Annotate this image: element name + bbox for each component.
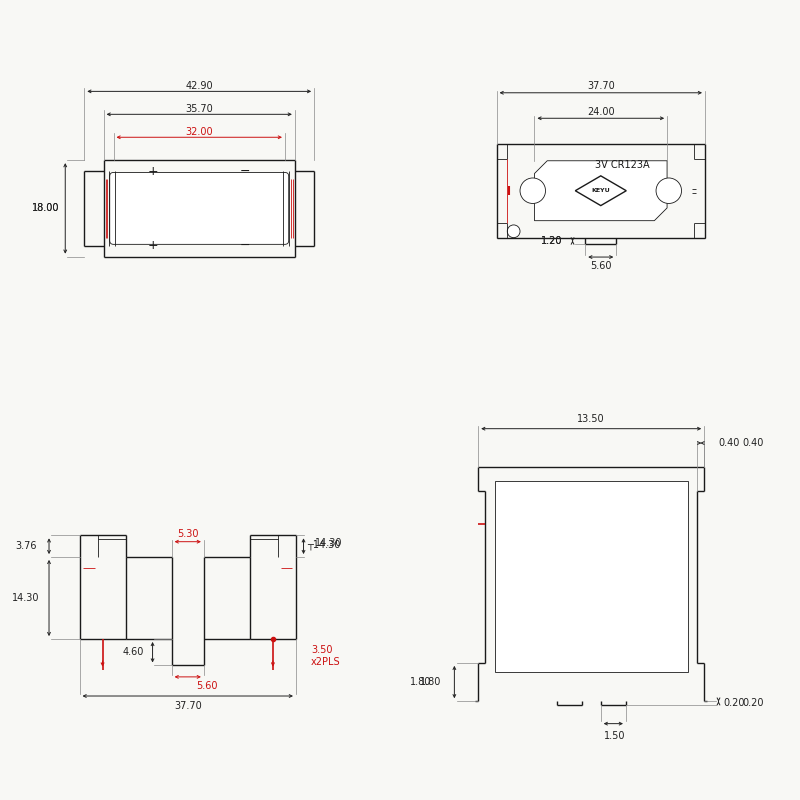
Text: 5.30: 5.30 — [177, 529, 198, 539]
Text: 3.50: 3.50 — [311, 646, 333, 655]
Text: x2PLS: x2PLS — [311, 657, 341, 667]
Text: 0.20: 0.20 — [723, 698, 745, 708]
Text: 3V CR123A: 3V CR123A — [594, 160, 650, 170]
Text: 1.80: 1.80 — [420, 677, 441, 687]
Text: 1.20: 1.20 — [541, 236, 562, 246]
Text: 3.76: 3.76 — [15, 542, 37, 551]
Text: 1.80: 1.80 — [410, 677, 432, 687]
Text: 42.90: 42.90 — [186, 81, 213, 90]
Text: 0.40: 0.40 — [718, 438, 740, 448]
Text: 1.20: 1.20 — [541, 236, 562, 246]
Text: 18.00: 18.00 — [32, 203, 60, 214]
Text: ┬14.30: ┬14.30 — [307, 539, 341, 550]
Text: 1.50: 1.50 — [604, 730, 626, 741]
Text: 24.00: 24.00 — [587, 107, 614, 117]
FancyBboxPatch shape — [494, 482, 688, 673]
Text: 18.00: 18.00 — [32, 203, 60, 214]
Text: 0.20: 0.20 — [742, 698, 764, 708]
Text: 13.50: 13.50 — [578, 414, 605, 424]
Circle shape — [520, 178, 546, 203]
Polygon shape — [534, 161, 667, 221]
Text: 37.70: 37.70 — [587, 82, 614, 91]
Text: 35.70: 35.70 — [186, 103, 213, 114]
Text: 14.30: 14.30 — [12, 593, 40, 603]
Circle shape — [125, 199, 144, 218]
Text: 0.40: 0.40 — [742, 438, 764, 448]
Circle shape — [656, 178, 682, 203]
Circle shape — [247, 191, 282, 226]
Circle shape — [117, 191, 151, 226]
Text: KEYU: KEYU — [591, 188, 610, 194]
Text: 4.60: 4.60 — [122, 647, 144, 658]
Text: −: − — [240, 238, 250, 252]
Text: 37.70: 37.70 — [174, 701, 202, 710]
Text: −: − — [240, 165, 250, 178]
Text: +: + — [148, 165, 158, 178]
Circle shape — [254, 199, 274, 218]
Text: 5.60: 5.60 — [196, 682, 218, 691]
Circle shape — [507, 225, 520, 238]
FancyBboxPatch shape — [110, 173, 289, 244]
Polygon shape — [575, 176, 626, 206]
Text: 14.30: 14.30 — [315, 538, 342, 548]
Text: 32.00: 32.00 — [186, 126, 213, 137]
Text: +: + — [148, 238, 158, 252]
Text: 5.60: 5.60 — [590, 261, 611, 270]
